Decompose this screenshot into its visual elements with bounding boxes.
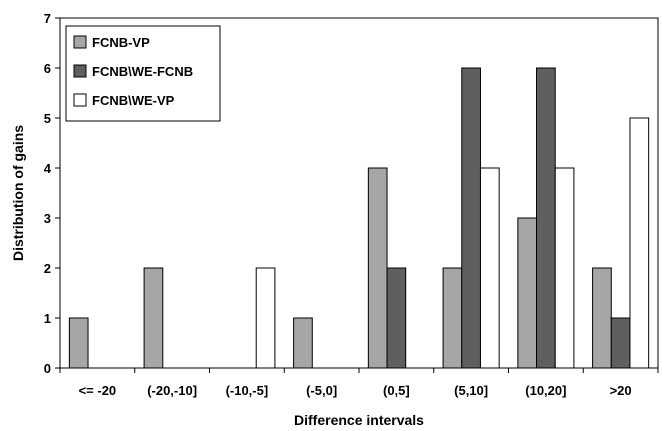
x-tick-label: (5,10] (454, 383, 488, 398)
bar (517, 217, 538, 369)
x-tick-label: <= -20 (79, 383, 117, 398)
bars-group (68, 67, 650, 369)
x-tick-label: (-10,-5] (226, 383, 269, 398)
bar (536, 67, 556, 369)
legend-swatch (73, 35, 87, 49)
bar (554, 167, 575, 369)
x-tick-label: (-5,0] (306, 383, 337, 398)
bar (143, 267, 164, 369)
x-axis-title: Difference intervals (294, 412, 424, 428)
bar (592, 267, 612, 369)
y-tick-label: 7 (44, 11, 51, 26)
legend-label: FCNB\WE-VP (92, 93, 175, 108)
y-tick-label: 3 (44, 211, 51, 226)
legend-swatch (73, 93, 87, 107)
bar (386, 267, 407, 369)
y-axis-title: Distribution of gains (10, 125, 26, 261)
y-tick-label: 2 (44, 261, 51, 276)
y-tick-label: 0 (44, 361, 51, 376)
bar (461, 67, 481, 369)
y-tick-label: 4 (44, 161, 52, 176)
y-tick-label: 5 (44, 111, 51, 126)
legend-label: FCNB-VP (92, 35, 150, 50)
bar (479, 167, 500, 369)
bar (629, 117, 650, 369)
y-axis-ticks: 0 1 2 3 4 5 6 7 (44, 11, 60, 376)
x-tick-label: >20 (610, 383, 632, 398)
bar (367, 167, 388, 369)
y-tick-label: 6 (44, 61, 51, 76)
bar (293, 317, 313, 369)
x-tick-label: (10,20] (525, 383, 566, 398)
legend-swatch (73, 64, 87, 78)
bar (442, 267, 463, 369)
y-tick-label: 1 (44, 311, 51, 326)
bar (255, 267, 276, 369)
bar (610, 317, 631, 369)
x-tick-label: (-20,-10] (147, 383, 197, 398)
legend: FCNB-VP FCNB\WE-FCNB FCNB\WE-VP (65, 25, 221, 122)
x-axis-ticks: <= -20 (-20,-10] (-10,-5] (-5,0] (0,5] (5,10]… (59, 368, 659, 398)
legend-box (65, 25, 221, 122)
bar (68, 317, 89, 369)
legend-label: FCNB\WE-FCNB (92, 64, 193, 79)
x-tick-label: (0,5] (383, 383, 410, 398)
